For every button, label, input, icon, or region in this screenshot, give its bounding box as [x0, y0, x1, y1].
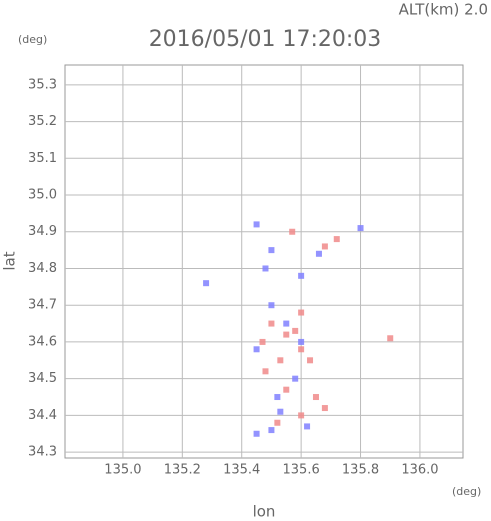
point	[203, 280, 210, 287]
point	[292, 327, 299, 334]
point	[292, 375, 299, 382]
point	[277, 408, 284, 415]
annotation: ALT(km) 2.0	[399, 1, 488, 19]
point	[283, 320, 290, 327]
point	[253, 221, 260, 228]
point	[268, 302, 275, 309]
point	[312, 394, 319, 401]
y-tick-label: 34.7	[28, 298, 57, 313]
point	[253, 430, 260, 437]
point	[268, 247, 275, 254]
point	[307, 357, 314, 364]
x-unit: (deg)	[452, 485, 481, 498]
y-axis-label: lat	[1, 251, 19, 270]
y-tick-label: 35.3	[28, 77, 57, 92]
point	[268, 320, 275, 327]
point	[321, 405, 328, 412]
point	[274, 394, 281, 401]
point	[333, 236, 340, 243]
chart-title: 2016/05/01 17:20:03	[149, 27, 382, 52]
x-axis-label: lon	[253, 503, 276, 521]
x-tick-label: 135.0	[104, 463, 141, 478]
point	[315, 250, 322, 257]
point	[283, 331, 290, 338]
y-unit: (deg)	[18, 33, 47, 46]
y-tick-label: 34.8	[28, 261, 57, 276]
x-tick-label: 135.2	[164, 463, 201, 478]
point	[298, 338, 305, 345]
y-tick-label: 35.2	[28, 114, 57, 129]
x-tick-label: 135.8	[342, 463, 379, 478]
y-tick-label: 34.6	[28, 334, 57, 349]
point	[298, 272, 305, 279]
point	[262, 368, 269, 375]
point	[357, 225, 364, 232]
y-tick-label: 34.3	[28, 445, 57, 460]
point	[283, 386, 290, 393]
point	[298, 346, 305, 353]
y-tick-label: 34.5	[28, 371, 57, 386]
point	[274, 419, 281, 426]
point	[387, 335, 394, 342]
point	[277, 357, 284, 364]
point	[268, 427, 275, 434]
point	[253, 346, 260, 353]
point	[298, 309, 305, 316]
point	[262, 265, 269, 272]
plot-frame	[64, 64, 464, 459]
point	[304, 423, 311, 430]
point	[298, 412, 305, 419]
y-tick-label: 34.9	[28, 224, 57, 239]
y-tick-label: 35.0	[28, 188, 57, 203]
point	[289, 228, 296, 235]
x-tick-label: 136.0	[401, 463, 438, 478]
point	[259, 338, 266, 345]
y-tick-label: 34.4	[28, 408, 57, 423]
x-tick-label: 135.4	[223, 463, 260, 478]
point	[321, 243, 328, 250]
y-tick-label: 35.1	[28, 151, 57, 166]
x-tick-label: 135.6	[283, 463, 320, 478]
